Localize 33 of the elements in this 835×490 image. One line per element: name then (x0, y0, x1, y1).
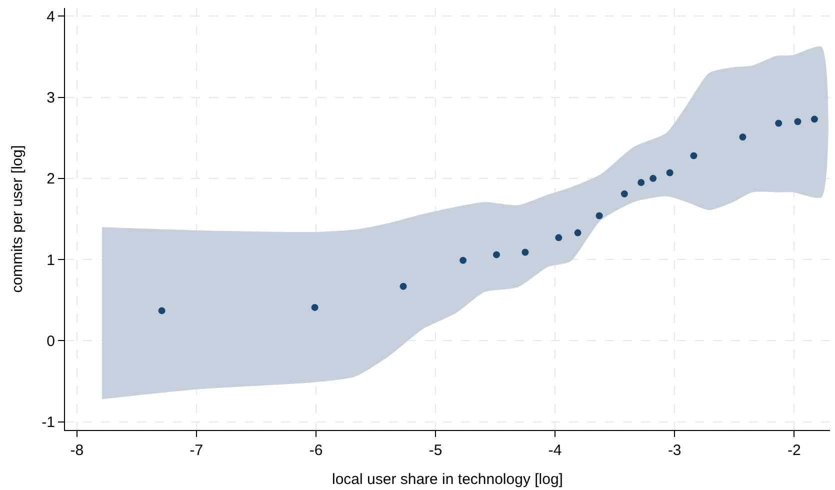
point (400, 282, 407, 290)
point (739, 134, 746, 141)
point (574, 229, 582, 236)
point (522, 248, 529, 256)
y-axis-title: commits per user [log] (8, 145, 26, 293)
point (794, 118, 802, 126)
x-tick-label: -6 (309, 442, 323, 459)
point (690, 152, 698, 160)
point (638, 178, 645, 186)
y-tick-label: 0 (46, 332, 55, 350)
point (596, 212, 603, 220)
point (775, 120, 782, 127)
y-tick-label: -1 (42, 414, 55, 432)
x-tick-label: -5 (428, 442, 442, 459)
y-tick-label: 2 (46, 170, 55, 188)
point (810, 116, 818, 123)
point (460, 256, 467, 264)
point (311, 304, 318, 311)
x-tick-label: -8 (70, 442, 84, 459)
y-tick-label: 4 (46, 8, 55, 26)
point (158, 307, 166, 314)
x-tick-label: -3 (668, 442, 682, 459)
y-tick-label: 3 (46, 90, 55, 107)
y-tick-label: 1 (46, 252, 55, 269)
x-tick-label: -2 (787, 442, 801, 459)
point (666, 169, 674, 176)
point (650, 174, 657, 182)
x-tick-label: -7 (190, 442, 204, 459)
x-axis-title: local user share in technology [log] (332, 471, 563, 488)
point (493, 251, 500, 258)
point (620, 190, 628, 198)
point (555, 234, 562, 242)
x-tick-label: -4 (548, 442, 562, 459)
